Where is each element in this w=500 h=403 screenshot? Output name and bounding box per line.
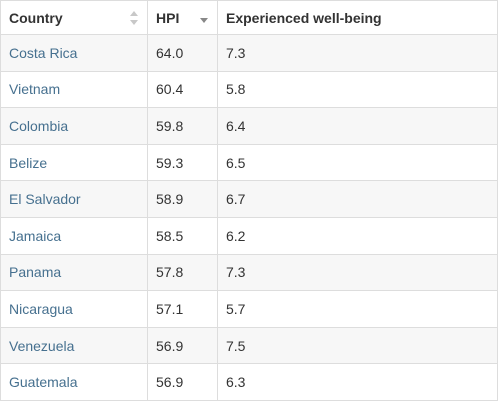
well-being-cell: 6.7 — [217, 180, 498, 218]
country-cell: Guatemala — [0, 363, 148, 401]
country-cell: Panama — [0, 253, 148, 292]
sort-icon — [130, 11, 138, 25]
table-row: Panama 57.8 7.3 — [0, 253, 498, 292]
well-being-cell: 7.5 — [217, 326, 498, 365]
header-text: HPI — [156, 9, 180, 26]
header-text: Country — [9, 9, 63, 26]
hpi-cell: 58.9 — [147, 180, 218, 218]
well-being-cell: 7.3 — [217, 253, 498, 292]
country-cell: Venezuela — [0, 326, 148, 365]
column-header[interactable]: HPI — [147, 0, 218, 35]
table-row: Vietnam 60.4 5.8 — [0, 70, 498, 109]
table-row: El Salvador 58.9 6.7 — [0, 180, 498, 218]
country-cell: Belize — [0, 143, 148, 182]
table-body: Costa Rica 64.0 7.3 Vietnam 60.4 5.8 Colombia 5… — [0, 34, 498, 401]
country-cell: Vietnam — [0, 70, 148, 109]
hpi-cell: 57.8 — [147, 253, 218, 292]
well-being-cell: 5.8 — [217, 70, 498, 109]
column-header[interactable]: Experienced well-being — [217, 0, 498, 35]
country-cell: Colombia — [0, 107, 148, 145]
table-row: Costa Rica 64.0 7.3 — [0, 34, 498, 72]
hpi-cell: 56.9 — [147, 363, 218, 401]
hpi-cell: 57.1 — [147, 290, 218, 328]
country-cell: Nicaragua — [0, 290, 148, 328]
hpi-cell: 60.4 — [147, 70, 218, 109]
header-text: Experienced well-being — [226, 9, 382, 26]
hpi-cell: 59.8 — [147, 107, 218, 145]
hpi-cell: 59.3 — [147, 143, 218, 182]
table-row: Belize 59.3 6.5 — [0, 143, 498, 182]
well-being-cell: 6.2 — [217, 216, 498, 255]
table-row: Nicaragua 57.1 5.7 — [0, 290, 498, 328]
country-cell: Costa Rica — [0, 34, 148, 72]
well-being-cell: 5.7 — [217, 290, 498, 328]
table-row: Guatemala 56.9 6.3 — [0, 363, 498, 401]
hpi-cell: 56.9 — [147, 326, 218, 365]
well-being-cell: 7.3 — [217, 34, 498, 72]
table-header: Country HPI Experienced well-being — [0, 0, 498, 35]
well-being-cell: 6.4 — [217, 107, 498, 145]
table-row: Venezuela 56.9 7.5 — [0, 326, 498, 365]
hpi-cell: 58.5 — [147, 216, 218, 255]
column-header[interactable]: Country — [0, 0, 148, 35]
well-being-cell: 6.5 — [217, 143, 498, 182]
table-row: Jamaica 58.5 6.2 — [0, 216, 498, 255]
header-row: Country HPI Experienced well-being — [0, 0, 498, 35]
well-being-cell: 6.3 — [217, 363, 498, 401]
sort-icon — [200, 18, 208, 23]
hpi-cell: 64.0 — [147, 34, 218, 72]
table-row: Colombia 59.8 6.4 — [0, 107, 498, 145]
country-cell: Jamaica — [0, 216, 148, 255]
country-cell: El Salvador — [0, 180, 148, 218]
